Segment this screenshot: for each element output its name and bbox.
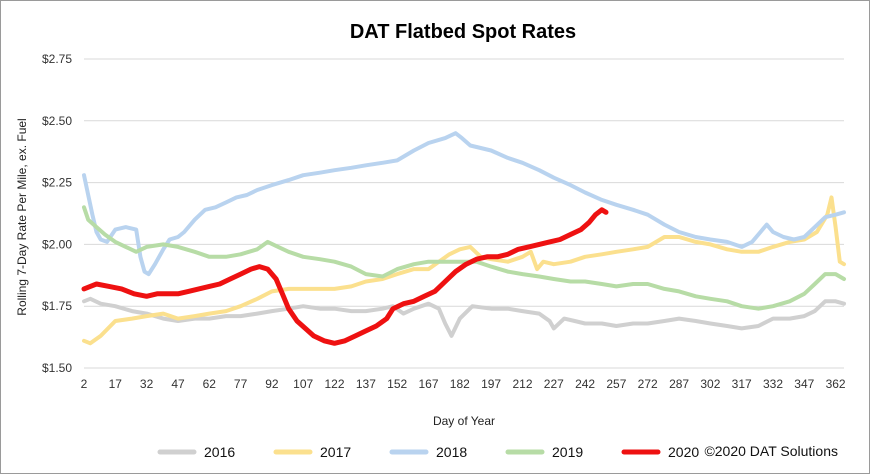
x-tick-label: 212 bbox=[512, 377, 532, 391]
x-tick-label: 17 bbox=[109, 377, 123, 391]
x-axis-label: Day of Year bbox=[433, 414, 495, 428]
x-tick-label: 2 bbox=[81, 377, 88, 391]
x-tick-label: 77 bbox=[234, 377, 248, 391]
x-tick-label: 92 bbox=[265, 377, 279, 391]
y-tick-label: $1.50 bbox=[42, 361, 72, 375]
y-tick-label: $2.25 bbox=[42, 176, 72, 190]
legend-label-2018: 2018 bbox=[436, 444, 467, 460]
x-tick-label: 167 bbox=[418, 377, 438, 391]
legend-label-2017: 2017 bbox=[320, 444, 351, 460]
y-axis-label: Rolling 7-Day Rate Per Mile, ex. Fuel bbox=[15, 118, 29, 315]
x-tick-labels: 2 17 32 47 62 77 92 107 122 137 152 167 182 197 212 227… bbox=[81, 377, 846, 391]
x-tick-label: 272 bbox=[638, 377, 658, 391]
x-tick-label: 122 bbox=[324, 377, 344, 391]
x-tick-label: 227 bbox=[544, 377, 564, 391]
x-tick-label: 347 bbox=[794, 377, 814, 391]
x-tick-label: 152 bbox=[387, 377, 407, 391]
x-tick-label: 362 bbox=[826, 377, 846, 391]
copyright-text: ©2020 DAT Solutions bbox=[704, 443, 838, 459]
y-tick-label: $1.75 bbox=[42, 299, 72, 313]
chart-title: DAT Flatbed Spot Rates bbox=[350, 21, 576, 43]
y-tick-label: $2.00 bbox=[42, 237, 72, 251]
y-tick-label: $2.75 bbox=[42, 52, 72, 66]
x-tick-label: 317 bbox=[732, 377, 752, 391]
legend-label-2020: 2020 bbox=[668, 444, 699, 460]
series-line-2016 bbox=[82, 296, 846, 338]
x-tick-label: 62 bbox=[203, 377, 217, 391]
x-tick-label: 182 bbox=[450, 377, 470, 391]
legend-label-2019: 2019 bbox=[552, 444, 583, 460]
legend-label-2016: 2016 bbox=[204, 444, 235, 460]
x-tick-label: 302 bbox=[700, 377, 720, 391]
y-tick-labels: $1.50 $1.75 $2.00 $2.25 $2.50 $2.75 bbox=[42, 52, 72, 375]
series-line-2019 bbox=[82, 205, 846, 311]
legend: 2016 2017 2018 2019 2020 bbox=[157, 444, 699, 460]
y-tick-label: $2.50 bbox=[42, 114, 72, 128]
series-line-2020 bbox=[81, 207, 609, 346]
x-tick-label: 137 bbox=[356, 377, 376, 391]
x-tick-label: 47 bbox=[171, 377, 185, 391]
x-tick-label: 287 bbox=[669, 377, 689, 391]
x-tick-label: 242 bbox=[575, 377, 595, 391]
series-line-2018 bbox=[82, 131, 846, 277]
x-tick-label: 257 bbox=[606, 377, 626, 391]
x-tick-label: 32 bbox=[140, 377, 154, 391]
gridlines bbox=[84, 58, 844, 369]
x-tick-label: 107 bbox=[293, 377, 313, 391]
x-tick-label: 332 bbox=[763, 377, 783, 391]
x-tick-label: 197 bbox=[481, 377, 501, 391]
series-lines bbox=[81, 131, 846, 346]
